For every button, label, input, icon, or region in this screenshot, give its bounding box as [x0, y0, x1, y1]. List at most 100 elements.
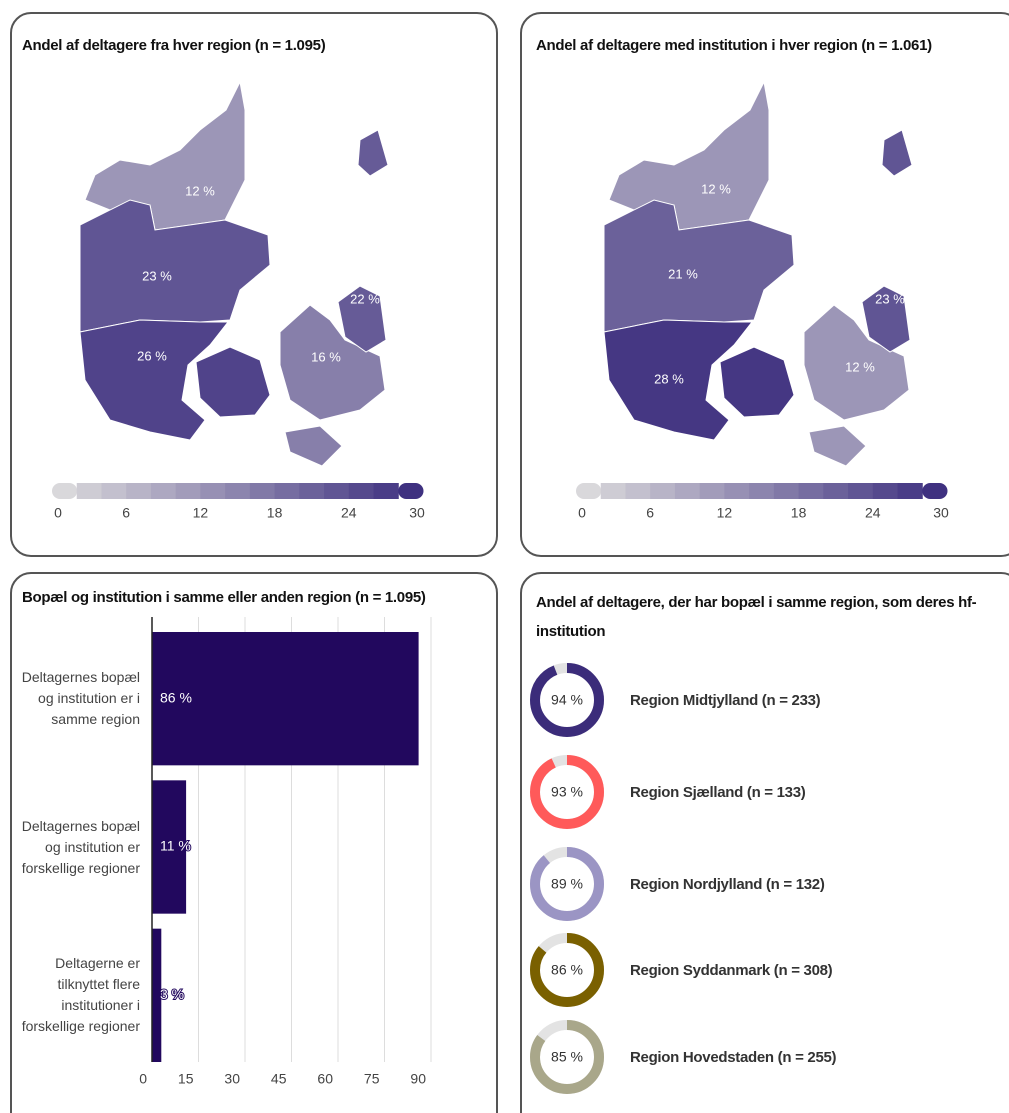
color-scale-step [101, 483, 127, 499]
legend-label: Region Midtjylland (n = 233) [630, 692, 821, 709]
value-label: 23 % [142, 268, 172, 283]
value-label: 28 % [654, 371, 684, 386]
region [808, 425, 867, 467]
region [603, 319, 754, 441]
value-label: 12 % [845, 359, 875, 374]
color-scale-step [674, 483, 701, 499]
scale-tick-label: 6 [646, 505, 654, 521]
color-scale-step [150, 483, 177, 499]
color-scale-step [76, 483, 102, 499]
x-tick-label: 15 [178, 1071, 194, 1087]
region [195, 346, 271, 418]
y-tick-label: Deltagernes bopæl og institution er fors… [21, 817, 140, 876]
scale-tick-label: 18 [267, 505, 283, 521]
legend-label: Region Sjælland (n = 133) [630, 784, 806, 801]
donut-arc [530, 755, 604, 829]
color-scale-step [823, 483, 849, 499]
value-label: 22 % [350, 291, 380, 306]
scale-tick-label: 6 [122, 505, 130, 521]
color-scale-step [798, 483, 824, 499]
region [337, 285, 387, 353]
donut-arc [530, 933, 604, 1007]
scale-tick-label: 18 [791, 505, 807, 521]
region [861, 285, 911, 353]
region [357, 129, 389, 177]
value-label: 12 % [701, 181, 731, 196]
x-tick-label: 0 [139, 1071, 147, 1087]
bar [152, 632, 419, 766]
x-tick-label: 75 [364, 1071, 380, 1087]
chart-title: Andel af deltagere fra hver region (n = … [22, 37, 326, 54]
scale-tick-label: 30 [409, 505, 425, 521]
donut-arc [530, 1020, 604, 1094]
y-tick-label: Deltagerne er tilknyttet flere instituti… [21, 955, 140, 1035]
panel [10, 12, 498, 557]
donut-label: 93 % [551, 784, 583, 800]
chart-title: Andel af deltagere med institution i hve… [536, 37, 932, 54]
color-scale-step [749, 483, 775, 499]
color-scale-step [52, 483, 78, 499]
color-scale-step [348, 483, 375, 499]
value-label: 3 % [160, 986, 184, 1002]
color-scale-step [650, 483, 676, 499]
donut-label: 85 % [551, 1049, 583, 1065]
color-scale-step [922, 483, 948, 499]
donut-label: 94 % [551, 692, 583, 708]
x-tick-label: 60 [317, 1071, 333, 1087]
value-label: 12 % [185, 183, 215, 198]
scale-tick-label: 12 [717, 505, 733, 521]
value-label: 26 % [137, 348, 167, 363]
value-label: 11 % [160, 838, 191, 854]
color-scale-step [324, 483, 350, 499]
color-scale-step [872, 483, 899, 499]
donut-arc [530, 847, 604, 921]
panel [520, 12, 1009, 557]
donut-arc [530, 663, 604, 737]
bar [152, 780, 187, 914]
color-scale-step [175, 483, 201, 499]
scale-tick-label: 12 [193, 505, 209, 521]
value-label: 16 % [311, 349, 341, 364]
region [284, 425, 343, 467]
scale-tick-label: 0 [578, 505, 586, 521]
legend-label: Region Nordjylland (n = 132) [630, 876, 825, 893]
value-label: 23 % [875, 291, 905, 306]
region [79, 319, 230, 441]
y-tick-label: Deltagernes bopæl og institution er i sa… [21, 669, 140, 728]
color-scale-step [699, 483, 725, 499]
color-scale-step [225, 483, 251, 499]
value-label: 86 % [160, 689, 192, 705]
legend-label: Region Syddanmark (n = 308) [630, 962, 833, 979]
x-tick-label: 90 [410, 1071, 426, 1087]
scale-tick-label: 24 [341, 505, 357, 521]
donut-label: 86 % [551, 962, 583, 978]
scale-tick-label: 24 [865, 505, 881, 521]
scale-tick-label: 30 [933, 505, 949, 521]
color-scale-step [773, 483, 800, 499]
region [881, 129, 913, 177]
legend-label: Region Hovedstaden (n = 255) [630, 1049, 837, 1066]
color-scale-step [373, 483, 399, 499]
region [608, 80, 770, 231]
color-scale-step [274, 483, 300, 499]
panel [520, 572, 1009, 1113]
color-scale-step [625, 483, 651, 499]
color-scale-step [126, 483, 152, 499]
color-scale-step [897, 483, 923, 499]
chart-title: Bopæl og institution i samme eller anden… [22, 589, 426, 606]
color-scale-step [576, 483, 602, 499]
region [719, 346, 795, 418]
panel [10, 572, 498, 1113]
color-scale-step [200, 483, 226, 499]
color-scale-step [398, 483, 424, 499]
value-label: 21 % [668, 266, 698, 281]
region [279, 304, 386, 421]
color-scale-step [600, 483, 626, 499]
chart-title: Andel af deltagere, der har bopæl i samm… [536, 594, 977, 640]
color-scale-step [848, 483, 874, 499]
scale-tick-label: 0 [54, 505, 62, 521]
donut-label: 89 % [551, 876, 583, 892]
color-scale-step [724, 483, 750, 499]
